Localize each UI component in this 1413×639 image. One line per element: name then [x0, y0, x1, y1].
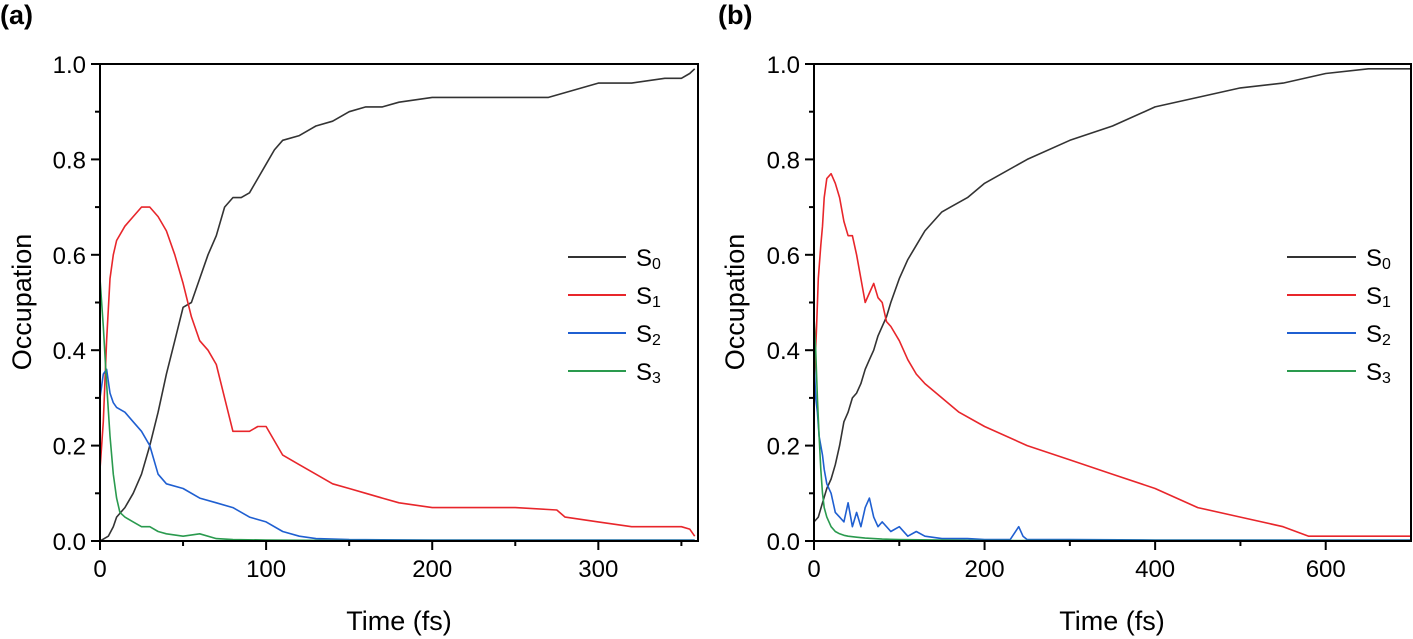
- panel-a: (a) Time (fs) Occupation 0 100 200 300 0.0 0.…: [0, 0, 699, 636]
- ticks-a: 0 100 200 300 0.0 0.2 0.4 0.6 0.8 1.0: [53, 52, 683, 583]
- legend-label-s2-b: S2: [1366, 321, 1391, 349]
- legend-a: S0 S1 S2 S3: [568, 245, 661, 387]
- x-tick-label-a: 300: [578, 556, 618, 583]
- legend-label-s1-a: S1: [636, 283, 661, 311]
- lines-b: [814, 68, 1411, 542]
- y-axis-title-b: Occupation: [720, 234, 750, 371]
- y-tick-label-b: 0.0: [767, 529, 800, 556]
- legend-label-s1-b: S1: [1366, 283, 1391, 311]
- legend-label-s3-a: S3: [636, 359, 661, 387]
- y-tick-label-a: 0.4: [53, 338, 86, 365]
- x-axis-title-a: Time (fs): [346, 606, 451, 636]
- lines-a: [100, 68, 696, 542]
- x-tick-label-b: 200: [965, 556, 1005, 583]
- series-line-s1-b: [814, 172, 1411, 537]
- panel-b: (b) Time (fs) Occupation 0 200 400 600 0.0 0.…: [718, 0, 1412, 636]
- panel-label-a: (a): [0, 0, 33, 30]
- x-tick-label-b: 600: [1306, 556, 1346, 583]
- y-tick-label-b: 1.0: [767, 52, 800, 79]
- y-tick-label-b: 0.2: [767, 434, 800, 461]
- x-tick-label-b: 400: [1135, 556, 1175, 583]
- plot-frame-b: [813, 63, 1412, 542]
- x-tick-label-a: 0: [93, 556, 106, 583]
- ticks-b: 0 200 400 600 0.0 0.2 0.4 0.6 0.8 1.0: [767, 52, 1346, 583]
- series-line-s3-a: [100, 278, 695, 542]
- series-line-s0-b: [814, 68, 1411, 523]
- y-tick-label-b: 0.6: [767, 243, 800, 270]
- legend-label-s3-b: S3: [1366, 359, 1391, 387]
- y-tick-label-a: 0.0: [53, 529, 86, 556]
- plot-frame-a: [99, 63, 699, 542]
- y-tick-label-a: 0.8: [53, 147, 86, 174]
- x-tick-label-a: 100: [246, 556, 286, 583]
- x-tick-label-b: 0: [807, 556, 820, 583]
- series-line-s2-b: [814, 359, 1411, 541]
- y-tick-label-b: 0.8: [767, 147, 800, 174]
- y-axis-title-a: Occupation: [7, 234, 37, 371]
- panel-label-b: (b): [718, 0, 752, 30]
- legend-b: S0 S1 S2 S3: [1287, 245, 1391, 387]
- x-axis-title-b: Time (fs): [1059, 606, 1164, 636]
- series-line-s1-a: [100, 206, 696, 537]
- y-tick-label-a: 0.2: [53, 434, 86, 461]
- y-tick-label-a: 0.6: [53, 243, 86, 270]
- y-tick-label-a: 1.0: [53, 52, 86, 79]
- legend-label-s2-a: S2: [636, 321, 661, 349]
- y-tick-label-b: 0.4: [767, 338, 800, 365]
- legend-label-s0-b: S0: [1366, 245, 1391, 273]
- x-tick-label-a: 200: [412, 556, 452, 583]
- legend-label-s0-a: S0: [636, 245, 661, 273]
- series-line-s2-a: [100, 368, 695, 541]
